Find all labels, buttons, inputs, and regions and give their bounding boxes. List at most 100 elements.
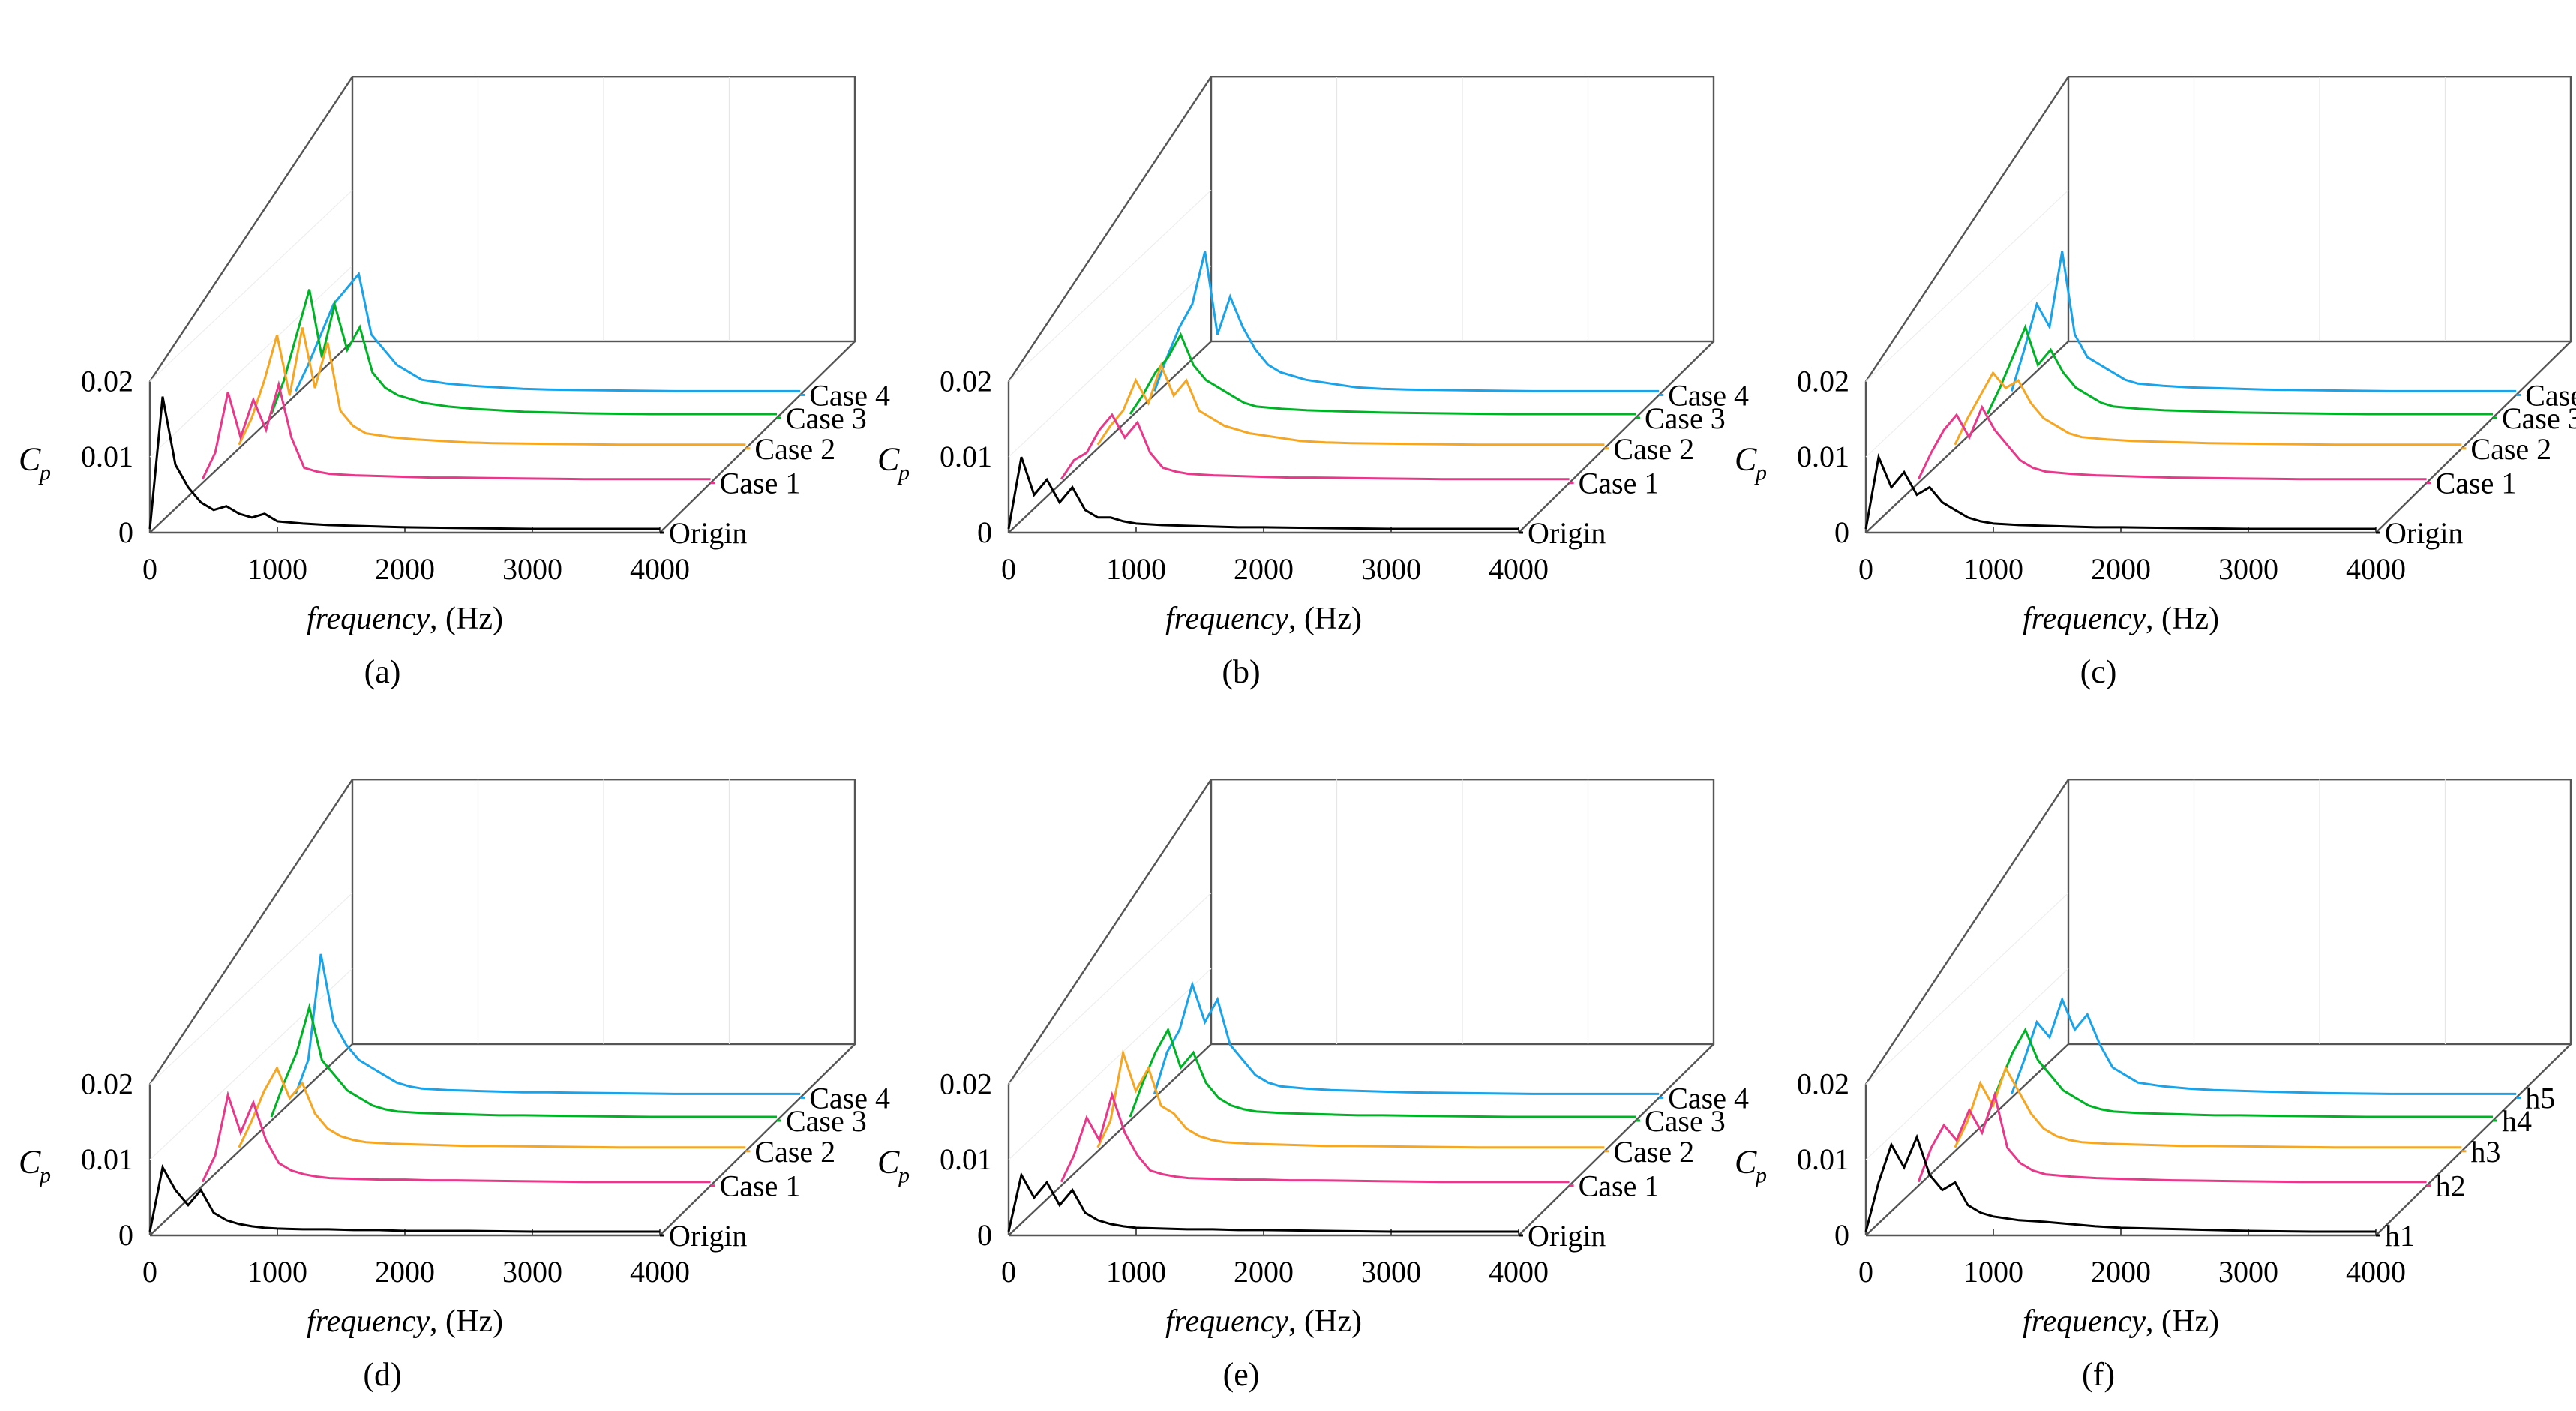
side-grid-line	[149, 265, 353, 458]
series-line-case-2	[238, 1065, 746, 1149]
series-label: Case 3	[1645, 401, 1726, 435]
y-tick-label: 0.01	[81, 440, 133, 473]
floor-right-edge	[659, 341, 856, 533]
series-label: h2	[2436, 1169, 2466, 1203]
series-label: Case 1	[720, 1169, 801, 1203]
floor-right-edge	[659, 1043, 856, 1236]
y-tick-label: 0.01	[940, 1142, 992, 1176]
series-label: Case 3	[1645, 1104, 1726, 1138]
y-axis-label-subscript: p	[1754, 1163, 1767, 1187]
x-tick-label: 3000	[2218, 552, 2278, 586]
series-label: Case 2	[2470, 432, 2551, 466]
series-line-case-4	[2010, 251, 2517, 392]
x-tick-label: 4000	[2346, 1255, 2406, 1289]
series-line-case-1	[1917, 404, 2427, 481]
series-line-h1	[1864, 1133, 2376, 1233]
series-line-case-3	[1129, 1027, 1636, 1118]
x-tick-label: 2000	[2091, 552, 2151, 586]
series-line-origin	[1864, 452, 2376, 530]
side-grid-line	[1865, 265, 2069, 458]
side-plane-top-edge	[1008, 779, 1212, 1085]
side-plane-top-edge	[1008, 76, 1212, 383]
series-label: h1	[2385, 1219, 2415, 1253]
floor-left-edge	[1865, 1043, 2069, 1236]
x-tick-label: 2000	[1234, 552, 1294, 586]
side-grid-line	[1008, 968, 1212, 1160]
y-axis-label: C	[19, 1143, 41, 1180]
x-tick-label: 2000	[375, 1255, 435, 1289]
series-label: h5	[2525, 1081, 2555, 1115]
series-label: Case 2	[1613, 432, 1694, 466]
series-line-case-3	[1129, 332, 1636, 416]
series-line-case-1	[201, 380, 711, 481]
series-label: Case 3	[786, 1104, 867, 1138]
side-grid-line	[1865, 189, 2069, 382]
x-tick-label: 4000	[1489, 552, 1549, 586]
y-tick-label: 0	[118, 1218, 133, 1252]
series-line-case-3	[270, 289, 777, 416]
panel-caption: (e)	[1223, 1356, 1260, 1393]
side-plane-top-edge	[149, 76, 353, 383]
y-tick-label: 0.01	[81, 1142, 133, 1176]
y-axis-label-subscript: p	[1754, 460, 1767, 485]
series-label: Case 4	[809, 1081, 890, 1115]
panel-caption: (f)	[2082, 1356, 2115, 1393]
series-label: Case 1	[720, 467, 801, 500]
x-tick-label: 1000	[1106, 1255, 1166, 1289]
x-tick-label: 1000	[247, 1255, 307, 1289]
series-label: Origin	[1528, 1219, 1606, 1253]
x-axis-label: frequency, (Hz)	[2023, 1304, 2219, 1339]
x-tick-label: 0	[1001, 552, 1016, 586]
series-line-h5	[2010, 996, 2517, 1095]
series-line-case-1	[201, 1090, 711, 1184]
series-line-case-3	[1986, 323, 2493, 416]
x-tick-label: 0	[1001, 1255, 1016, 1289]
series-label: Case 3	[786, 401, 867, 435]
panel-caption: (a)	[364, 653, 401, 690]
x-axis-label: frequency, (Hz)	[1165, 602, 1362, 636]
series-label: Case 2	[754, 432, 835, 466]
series-label: Case 4	[1668, 1081, 1749, 1115]
y-tick-label: 0	[1834, 1218, 1849, 1252]
panel-caption: (c)	[2080, 653, 2117, 690]
side-plane-top-edge	[1865, 779, 2069, 1085]
series-line-origin	[148, 1164, 660, 1233]
y-axis-label-subscript: p	[897, 460, 910, 485]
side-grid-line	[149, 968, 353, 1160]
series-label: Case 4	[809, 378, 890, 412]
panel-caption: (b)	[1222, 653, 1260, 690]
x-tick-label: 1000	[1963, 1255, 2023, 1289]
y-axis-label: C	[1735, 1143, 1757, 1180]
y-tick-label: 0	[977, 515, 992, 549]
series-label: Case 1	[2436, 467, 2517, 500]
side-plane-top-edge	[1865, 76, 2069, 383]
x-tick-label: 3000	[502, 1255, 562, 1289]
series-line-case-4	[1153, 251, 1660, 392]
series-label: Origin	[1528, 516, 1606, 550]
x-tick-label: 3000	[502, 552, 562, 586]
y-tick-label: 0.02	[1797, 364, 1849, 398]
y-tick-label: 0	[118, 515, 133, 549]
series-line-case-1	[1060, 1091, 1570, 1184]
series-line-case-2	[238, 327, 746, 446]
series-label: h3	[2470, 1135, 2500, 1169]
x-tick-label: 0	[142, 1255, 157, 1289]
series-line-case-4	[1153, 980, 1660, 1095]
x-axis-label: frequency, (Hz)	[1165, 1304, 1362, 1339]
y-tick-label: 0.02	[81, 1067, 133, 1100]
side-grid-line	[149, 189, 353, 382]
x-tick-label: 4000	[630, 1255, 690, 1289]
y-axis-label: C	[1735, 440, 1757, 477]
x-axis-label: frequency, (Hz)	[307, 1304, 503, 1339]
y-axis-label: C	[877, 440, 900, 477]
floor-left-edge	[1008, 341, 1212, 533]
x-tick-label: 3000	[1361, 1255, 1421, 1289]
side-grid-line	[1865, 892, 2069, 1085]
y-tick-label: 0	[977, 1218, 992, 1252]
side-grid-line	[1008, 265, 1212, 458]
floor-right-edge	[1518, 341, 1714, 533]
chart-panel-d: 0 1000 2000 3000 4000 0 0.01 0.02 Cp frequency, (…	[19, 778, 890, 1393]
y-tick-label: 0.02	[940, 1067, 992, 1100]
x-tick-label: 1000	[1106, 552, 1166, 586]
